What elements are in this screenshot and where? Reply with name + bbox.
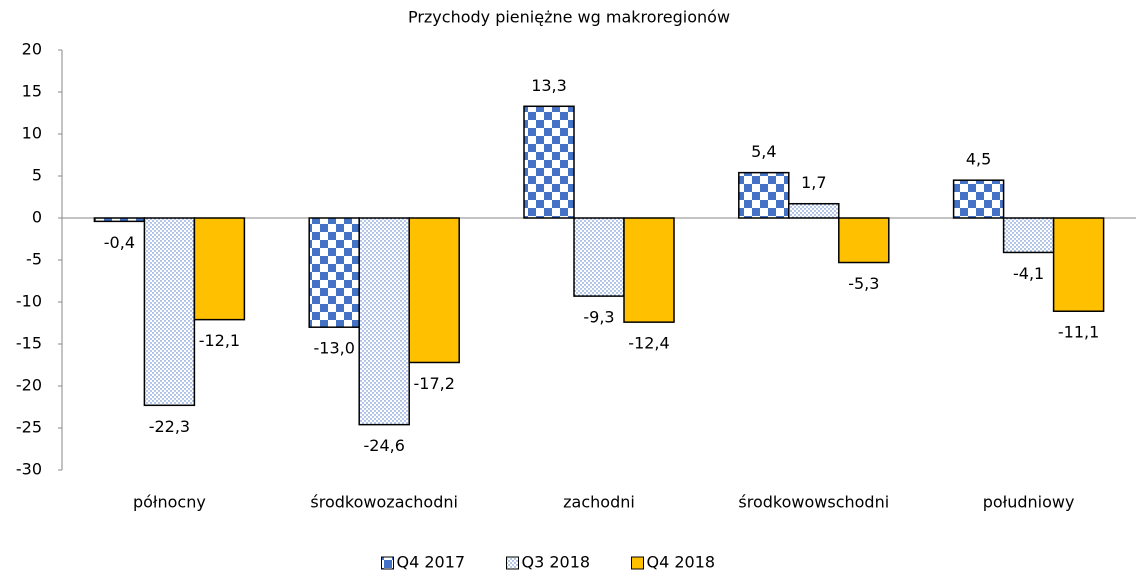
bar [623,217,675,323]
x-tick-label: północny [133,493,206,512]
value-label: 13,3 [531,76,567,95]
value-label: 5,4 [751,142,776,161]
x-tick-label: środkowowschodni [738,493,889,512]
legend-label: Q3 2018 [522,553,591,572]
legend-swatch [506,556,519,570]
bar [838,217,890,264]
value-label: -5,3 [848,274,879,293]
bar [408,217,460,364]
bar [93,217,146,223]
chart-title: Przychody pieniężne wg makroregionów [408,8,730,27]
x-tick-label: środkowozachodni [310,493,458,512]
value-label: -22,3 [149,417,190,436]
bar [788,202,840,219]
value-label: -17,2 [413,374,454,393]
legend-swatch [381,556,394,570]
y-tick-label: 20 [22,40,42,59]
x-tick-label: zachodni [563,493,635,512]
value-label: -12,1 [199,331,240,350]
y-tick-label: 0 [32,208,42,227]
value-label: -13,0 [313,339,354,358]
x-tick-label: południowy [983,493,1075,512]
value-label: -0,4 [104,233,135,252]
legend-label: Q4 2018 [647,553,716,572]
bar [738,171,790,219]
bar [1002,217,1055,254]
legend-swatch [631,556,644,570]
y-tick-label: -15 [16,334,42,353]
bar [1052,217,1105,312]
bar [523,105,575,219]
bar [308,217,360,328]
value-label: -11,1 [1058,323,1099,342]
bar [573,217,625,297]
legend-label: Q4 2017 [397,553,466,572]
y-tick-label: 5 [32,166,42,185]
y-tick-label: 15 [22,82,42,101]
bar [143,217,196,407]
value-label: 1,7 [801,173,826,192]
value-label: -4,1 [1013,264,1044,283]
y-tick-label: -30 [16,460,42,479]
y-tick-label: -25 [16,418,42,437]
bar [193,217,246,321]
y-tick-label: -5 [26,250,42,269]
bar [952,179,1005,219]
value-label: -24,6 [363,436,404,455]
value-label: -12,4 [628,334,669,353]
value-label: -9,3 [583,308,614,327]
value-label: 4,5 [966,150,991,169]
y-tick-label: 10 [22,124,42,143]
bar [358,217,410,426]
y-tick-label: -10 [16,292,42,311]
y-tick-label: -20 [16,376,42,395]
